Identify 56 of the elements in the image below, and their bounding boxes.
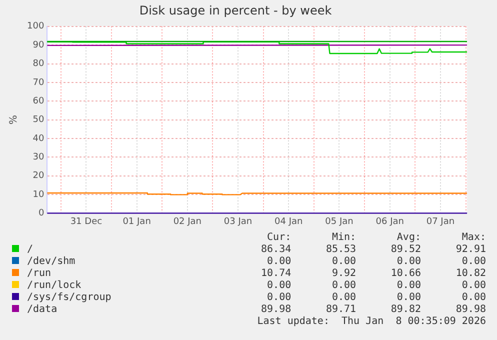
text: 9.92 [330, 268, 356, 280]
text: 0.00 [266, 280, 292, 292]
x-tick-label: 06 Jan [376, 216, 404, 227]
y-tick-label: 100 [26, 22, 44, 32]
text: 0.00 [460, 292, 486, 304]
legend-label: /sys/fs/cgroup [26, 292, 112, 304]
y-tick-label: 20 [32, 171, 44, 182]
text: 0.00 [330, 292, 356, 304]
y-tick-label: 70 [32, 78, 44, 88]
y-tick-label: 10 [32, 190, 44, 200]
chart-title: Disk usage in percent - by week [139, 3, 332, 18]
text: 89.71 [324, 304, 356, 316]
y-tick-label: 40 [32, 134, 44, 144]
y-tick-label: 60 [32, 96, 44, 106]
text: 89.98 [260, 304, 292, 316]
text: 0.00 [330, 280, 356, 292]
text: 0.00 [266, 292, 292, 304]
text: 0.00 [460, 280, 486, 292]
text: 10.82 [454, 268, 486, 280]
text: 89.52 [390, 244, 421, 256]
x-tick-label: 07 Jan [426, 216, 455, 227]
y-tick-label: 50 [32, 115, 44, 126]
text: Max: [460, 232, 486, 244]
y-tick-label: 80 [32, 59, 44, 70]
text: Min: [330, 232, 356, 244]
text: 89.82 [390, 304, 421, 316]
text: Avg: [396, 232, 421, 244]
legend-label: /data [26, 304, 58, 316]
x-tick-label: 03 Jan [224, 216, 252, 227]
text: 10.74 [260, 268, 292, 280]
x-tick-label: 04 Jan [274, 216, 303, 227]
text: 92.91 [454, 244, 486, 256]
x-tick-label: 31 Dec [70, 216, 102, 227]
y-tick-label: 0 [38, 208, 44, 219]
x-tick-label: 05 Jan [325, 216, 354, 227]
text: 0.00 [330, 256, 356, 268]
text: Last update: Thu Jan 8 00:35:09 2026 [256, 316, 486, 328]
text: 0.00 [460, 256, 486, 268]
legend-label: / [26, 244, 34, 256]
text: 0.00 [396, 256, 421, 268]
text: 0.00 [396, 292, 421, 304]
text: 0.00 [396, 280, 421, 292]
y-tick-label: 90 [32, 40, 44, 50]
x-tick-label: 02 Jan [173, 216, 202, 227]
legend-label: /run/lock [26, 280, 82, 292]
x-tick-label: 01 Jan [122, 216, 151, 227]
text: Cur: [266, 232, 292, 244]
y-axis-title: % [8, 115, 20, 125]
text: 89.98 [454, 304, 486, 316]
text: 86.34 [260, 244, 292, 256]
legend-label: /dev/shm [26, 256, 76, 268]
legend-label: /run [26, 268, 52, 280]
text: 10.66 [390, 268, 421, 280]
y-tick-label: 30 [32, 152, 44, 163]
text: 0.00 [266, 256, 292, 268]
text: 85.53 [324, 244, 356, 256]
